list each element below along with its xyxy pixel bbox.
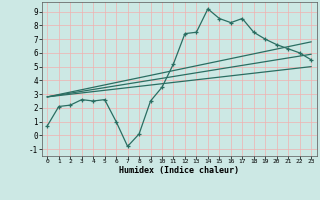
X-axis label: Humidex (Indice chaleur): Humidex (Indice chaleur)	[119, 166, 239, 175]
